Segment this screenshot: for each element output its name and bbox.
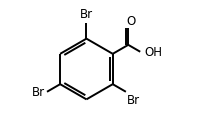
Text: Br: Br xyxy=(80,8,93,21)
Text: Br: Br xyxy=(31,86,44,99)
Text: Br: Br xyxy=(126,94,140,107)
Text: O: O xyxy=(126,15,135,28)
Text: OH: OH xyxy=(144,46,162,59)
